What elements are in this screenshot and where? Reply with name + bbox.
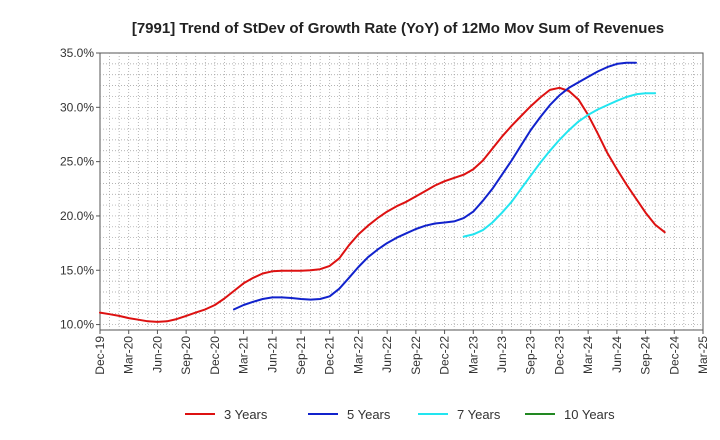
- x-tick-label: Mar-23: [466, 336, 480, 374]
- x-tick-label: Sep-21: [294, 336, 308, 375]
- chart-title: [7991] Trend of StDev of Growth Rate (Yo…: [132, 20, 664, 37]
- x-tick-label: Jun-20: [150, 336, 164, 373]
- x-tick-label: Dec-22: [438, 336, 452, 375]
- x-axis: Dec-19 Mar-20 Jun-20 Sep-20 Dec-20 Mar-21 Jun-…: [93, 330, 710, 375]
- y-tick-label: 10.0%: [60, 318, 94, 332]
- x-tick-label: Jun-21: [265, 336, 279, 373]
- x-tick-label: Sep-22: [409, 336, 423, 375]
- x-tick-label: Dec-24: [667, 336, 681, 375]
- x-tick-label: Sep-24: [639, 336, 653, 375]
- x-tick-label: Dec-23: [552, 336, 566, 375]
- y-tick-label: 35.0%: [60, 46, 94, 60]
- series-line-7-years: [462, 92, 657, 238]
- legend-label-5-years: 5 Years: [347, 407, 391, 422]
- x-tick-label: Mar-20: [122, 336, 136, 374]
- x-tick-label: Jun-22: [380, 336, 394, 373]
- x-tick-label: Jun-23: [495, 336, 509, 373]
- series-line-5-years: [233, 61, 637, 311]
- legend: 3 Years 5 Years 7 Years 10 Years: [185, 407, 615, 422]
- x-tick-label: Mar-24: [581, 336, 595, 374]
- x-tick-label: Dec-20: [208, 336, 222, 375]
- legend-label-10-years: 10 Years: [564, 407, 615, 422]
- y-tick-label: 20.0%: [60, 209, 94, 223]
- series-line-3-years: [99, 86, 666, 323]
- x-tick-label: Mar-25: [696, 336, 710, 374]
- x-tick-label: Mar-21: [237, 336, 251, 374]
- y-tick-label: 15.0%: [60, 263, 94, 277]
- y-axis: 10.0% 15.0% 20.0% 25.0% 30.0% 35.0%: [60, 46, 100, 332]
- x-tick-label: Dec-21: [323, 336, 337, 375]
- legend-label-3-years: 3 Years: [224, 407, 268, 422]
- x-tick-label: Dec-19: [93, 336, 107, 375]
- legend-label-7-years: 7 Years: [457, 407, 501, 422]
- plot-area: [99, 52, 704, 331]
- series-group: [99, 61, 666, 323]
- x-tick-label: Jun-24: [610, 336, 624, 373]
- x-tick-label: Sep-20: [179, 336, 193, 375]
- x-tick-label: Mar-22: [351, 336, 365, 374]
- y-tick-label: 25.0%: [60, 155, 94, 169]
- y-tick-label: 30.0%: [60, 100, 94, 114]
- x-tick-label: Sep-23: [524, 336, 538, 375]
